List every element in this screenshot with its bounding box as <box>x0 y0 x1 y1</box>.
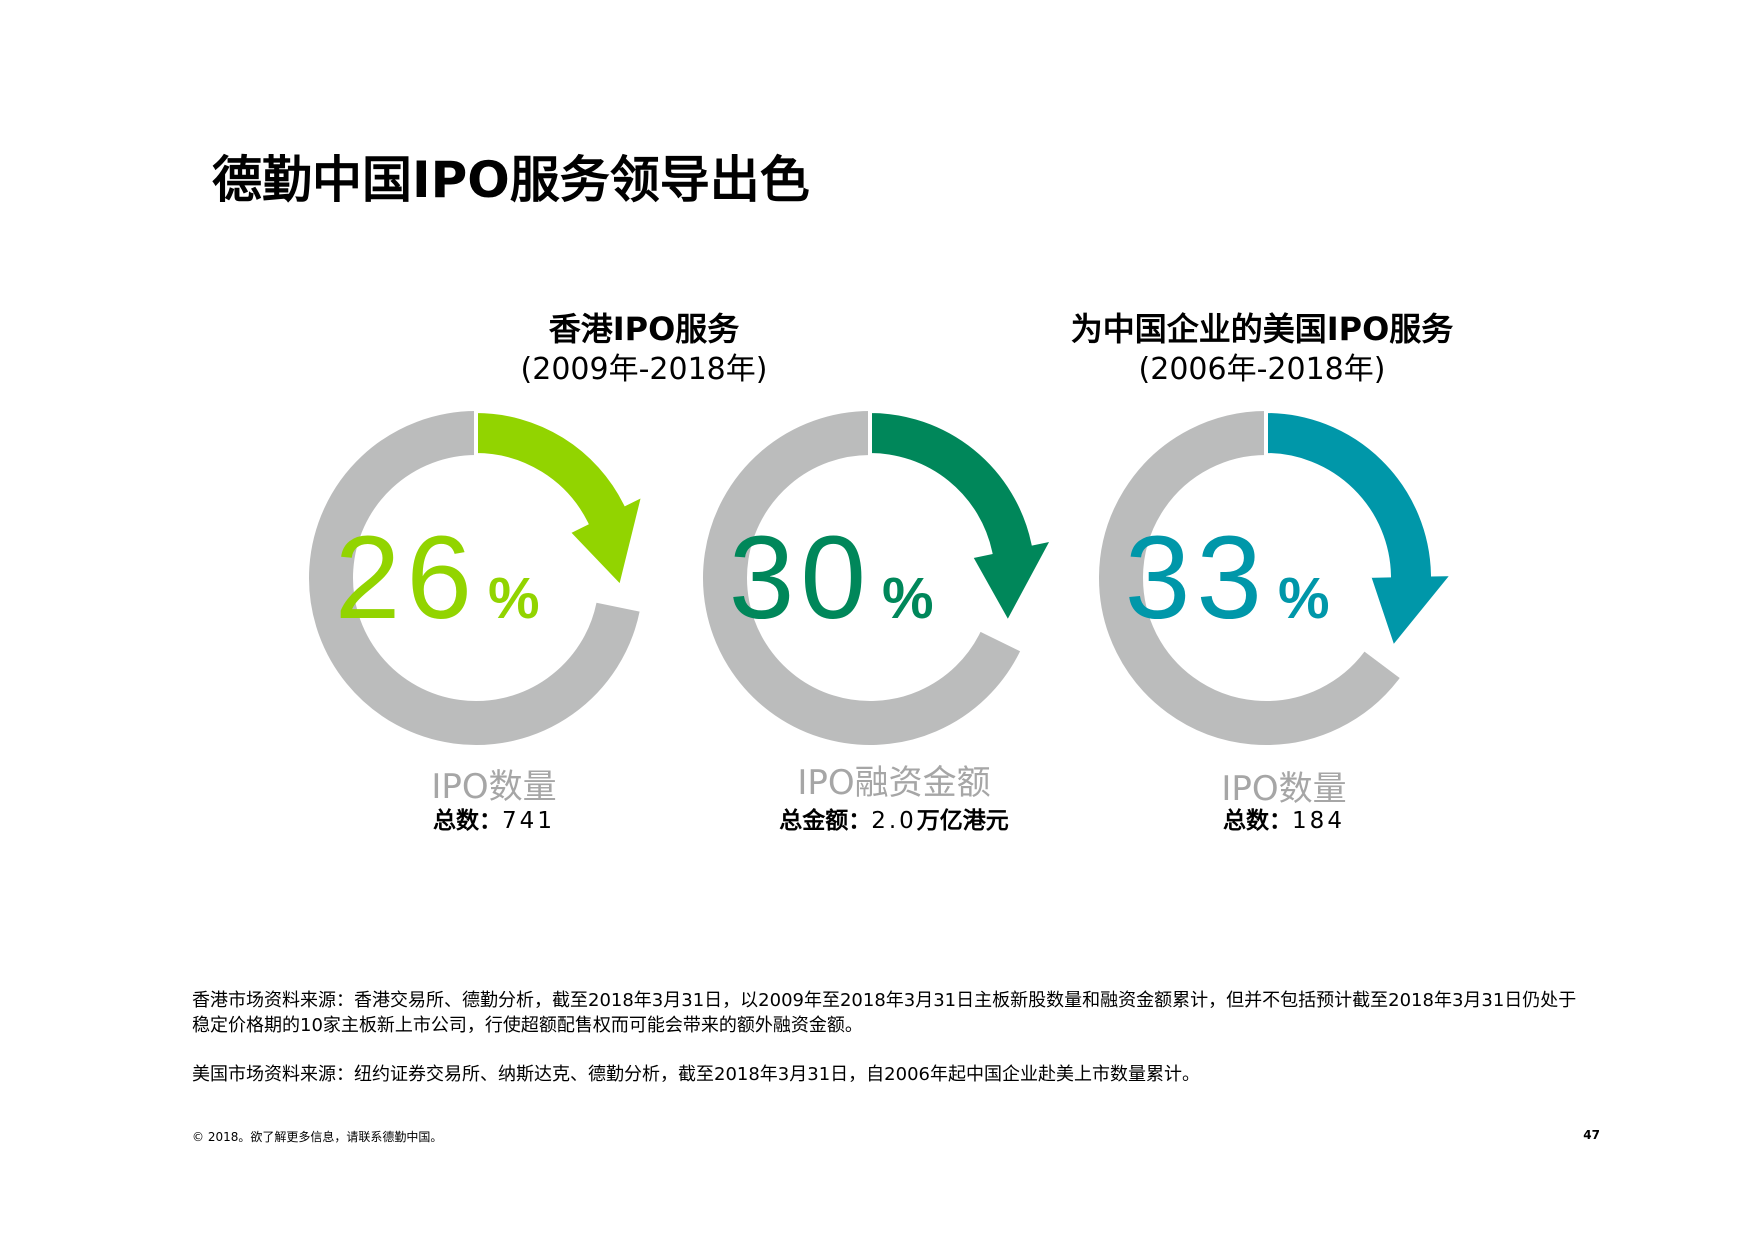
total-value-2: 2.0 <box>871 808 917 834</box>
total-label-1: 总数： <box>433 808 503 834</box>
donut-arrow-3 <box>1264 408 1458 652</box>
total-1: 总数：741 <box>334 806 654 836</box>
percent-value-2: 30 <box>729 512 872 644</box>
metric-label-2: IPO融资金额 <box>797 763 991 803</box>
donut-track-2 <box>703 411 1021 745</box>
donut-arrow-2 <box>868 408 1057 627</box>
group-us-period: (2006年-2018年) <box>1138 352 1386 387</box>
percent-sign-1: % <box>488 566 540 631</box>
total-3: 总数：184 <box>1124 806 1444 836</box>
source-note-us: 美国市场资料来源：纽约证券交易所、纳斯达克、德勤分析，截至2018年3月31日，… <box>192 1064 1200 1085</box>
donut-track-3 <box>1099 411 1400 745</box>
total-value-1: 741 <box>502 808 555 834</box>
donut-arrow-1 <box>474 408 647 592</box>
total-value-3: 184 <box>1292 808 1345 834</box>
group-hk-heading: 香港IPO服务 <box>548 310 740 348</box>
metric-label-1: IPO数量 <box>431 767 557 807</box>
group-us-heading: 为中国企业的美国IPO服务 <box>1070 310 1454 348</box>
group-hk-header: 香港IPO服务 (2009年-2018年) <box>444 308 844 390</box>
total-label-3: 总数： <box>1223 808 1293 834</box>
total-2: 总金额：2.0万亿港元 <box>714 806 1074 836</box>
percent-value-1: 26 <box>335 512 478 644</box>
total-unit-2: 万亿港元 <box>916 808 1009 834</box>
page-title: 德勤中国IPO服务领导出色 <box>212 151 810 209</box>
source-note-hk: 香港市场资料来源：香港交易所、德勤分析，截至2018年3月31日，以2009年至… <box>192 990 1577 1036</box>
group-us-header: 为中国企业的美国IPO服务 (2006年-2018年) <box>1032 308 1492 390</box>
footer-copyright: © 2018。欲了解更多信息，请联系德勤中国。 <box>192 1130 443 1144</box>
group-hk-period: (2009年-2018年) <box>520 352 768 387</box>
percent-sign-2: % <box>882 566 934 631</box>
percent-value-3: 33 <box>1125 512 1268 644</box>
donut-track-1 <box>309 411 640 745</box>
page-number: 47 <box>1583 1128 1600 1142</box>
percent-sign-3: % <box>1278 566 1330 631</box>
total-label-2: 总金额： <box>779 808 872 834</box>
metric-label-3: IPO数量 <box>1221 769 1347 809</box>
